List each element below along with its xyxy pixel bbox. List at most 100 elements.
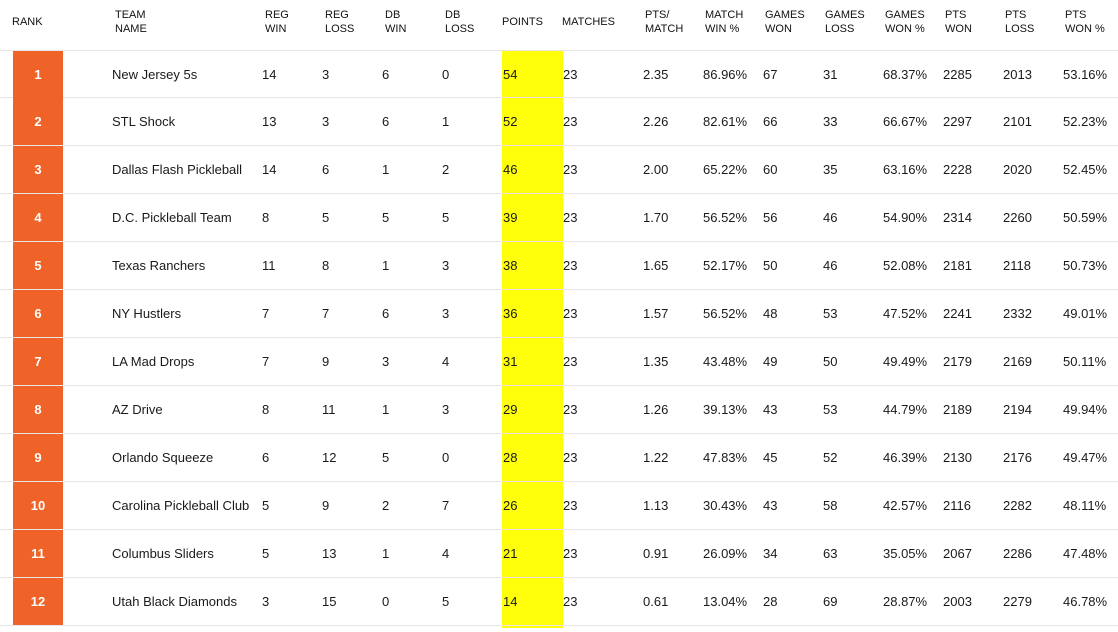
matches-cell: 23 bbox=[563, 306, 578, 321]
pts-loss-cell: 2286 bbox=[1003, 546, 1032, 561]
pts-loss-cell: 2169 bbox=[1003, 354, 1032, 369]
pts-won-cell: 2067 bbox=[943, 546, 972, 561]
header-games-loss: GAMES LOSS bbox=[825, 9, 865, 35]
pts-won-cell: 2285 bbox=[943, 67, 972, 82]
pts-won-pct-cell: 47.48% bbox=[1063, 546, 1108, 561]
points-cell: 31 bbox=[503, 354, 518, 369]
db-loss-cell: 1 bbox=[442, 114, 450, 129]
games-won-pct-cell: 68.37% bbox=[883, 67, 928, 82]
pts-per-match-cell: 2.00 bbox=[643, 162, 669, 177]
pts-per-match-cell: 0.61 bbox=[643, 594, 669, 609]
reg-win-cell: 7 bbox=[262, 306, 270, 321]
rank-badge: 7 bbox=[13, 338, 63, 385]
rank-badge: 12 bbox=[13, 578, 63, 625]
pts-won-pct-cell: 50.73% bbox=[1063, 258, 1108, 273]
header-matches: MATCHES bbox=[562, 16, 615, 28]
db-loss-cell: 3 bbox=[442, 258, 450, 273]
pts-won-pct-cell: 53.16% bbox=[1063, 67, 1108, 82]
team-name-cell: AZ Drive bbox=[112, 402, 163, 417]
games-loss-cell: 69 bbox=[823, 594, 838, 609]
matches-cell: 23 bbox=[563, 402, 578, 417]
games-won-pct-cell: 44.79% bbox=[883, 402, 928, 417]
rank-badge: 6 bbox=[13, 290, 63, 337]
pts-loss-cell: 2332 bbox=[1003, 306, 1032, 321]
db-win-cell: 6 bbox=[382, 306, 390, 321]
reg-loss-cell: 9 bbox=[322, 354, 330, 369]
games-won-pct-cell: 47.52% bbox=[883, 306, 928, 321]
games-loss-cell: 63 bbox=[823, 546, 838, 561]
header-pts-per-match: PTS/MATCH bbox=[645, 9, 684, 35]
games-loss-cell: 31 bbox=[823, 67, 838, 82]
games-won-cell: 28 bbox=[763, 594, 778, 609]
db-loss-cell: 5 bbox=[442, 210, 450, 225]
pts-won-cell: 2179 bbox=[943, 354, 972, 369]
pts-won-cell: 2314 bbox=[943, 210, 972, 225]
pts-loss-cell: 2118 bbox=[1003, 258, 1031, 273]
header-points: POINTS bbox=[502, 16, 543, 28]
pts-won-cell: 2241 bbox=[943, 306, 972, 321]
games-won-pct-cell: 49.49% bbox=[883, 354, 928, 369]
pts-per-match-cell: 2.26 bbox=[643, 114, 669, 129]
matches-cell: 23 bbox=[563, 114, 578, 129]
reg-win-cell: 3 bbox=[262, 594, 270, 609]
db-win-cell: 1 bbox=[382, 402, 390, 417]
rank-badge: 11 bbox=[13, 530, 63, 577]
match-win-pct-cell: 65.22% bbox=[703, 162, 748, 177]
match-win-pct-cell: 56.52% bbox=[703, 210, 748, 225]
reg-win-cell: 5 bbox=[262, 498, 270, 513]
team-name-cell: D.C. Pickleball Team bbox=[112, 210, 232, 225]
matches-cell: 23 bbox=[563, 162, 578, 177]
pts-won-cell: 2189 bbox=[943, 402, 972, 417]
reg-win-cell: 14 bbox=[262, 162, 277, 177]
reg-loss-cell: 9 bbox=[322, 498, 330, 513]
team-name-cell: Texas Ranchers bbox=[112, 258, 206, 273]
table-row: 11 Columbus Sliders 5 13 1 4 21 23 0.91 26.09% 34 6… bbox=[0, 530, 1118, 578]
games-won-pct-cell: 28.87% bbox=[883, 594, 928, 609]
reg-win-cell: 6 bbox=[262, 450, 270, 465]
games-loss-cell: 50 bbox=[823, 354, 838, 369]
match-win-pct-cell: 30.43% bbox=[703, 498, 748, 513]
pts-loss-cell: 2260 bbox=[1003, 210, 1032, 225]
games-won-cell: 66 bbox=[763, 114, 778, 129]
reg-win-cell: 8 bbox=[262, 210, 270, 225]
games-loss-cell: 46 bbox=[823, 258, 838, 273]
points-cell: 38 bbox=[503, 258, 518, 273]
pts-loss-cell: 2176 bbox=[1003, 450, 1032, 465]
pts-per-match-cell: 1.65 bbox=[643, 258, 669, 273]
header-rank: RANK bbox=[12, 16, 43, 28]
matches-cell: 23 bbox=[563, 354, 578, 369]
reg-win-cell: 14 bbox=[262, 67, 277, 82]
reg-win-cell: 7 bbox=[262, 354, 270, 369]
header-match-win-pct: MATCH WIN % bbox=[705, 9, 744, 35]
header-games-won: GAMES WON bbox=[765, 9, 805, 35]
pts-loss-cell: 2101 bbox=[1003, 114, 1032, 129]
points-cell: 52 bbox=[503, 114, 518, 129]
points-cell: 54 bbox=[503, 67, 518, 82]
header-reg-loss: REG LOSS bbox=[325, 9, 355, 35]
table-row: 3 Dallas Flash Pickleball 14 6 1 2 46 23 2.00 65.… bbox=[0, 146, 1118, 194]
header-pts-won: PTS WON bbox=[945, 9, 972, 35]
reg-win-cell: 11 bbox=[262, 258, 276, 273]
pts-won-pct-cell: 50.59% bbox=[1063, 210, 1108, 225]
rank-badge: 5 bbox=[13, 242, 63, 289]
team-name-cell: Columbus Sliders bbox=[112, 546, 214, 561]
pts-won-pct-cell: 50.11% bbox=[1063, 354, 1107, 369]
header-pts-won-pct: PTS WON % bbox=[1065, 9, 1105, 35]
games-won-cell: 56 bbox=[763, 210, 778, 225]
header-pts-loss: PTS LOSS bbox=[1005, 9, 1035, 35]
rank-badge: 9 bbox=[13, 434, 63, 481]
table-row: 7 LA Mad Drops 7 9 3 4 31 23 1.35 43.48% 49 50 49.49… bbox=[0, 338, 1118, 386]
games-won-cell: 34 bbox=[763, 546, 778, 561]
pts-per-match-cell: 1.70 bbox=[643, 210, 669, 225]
db-loss-cell: 7 bbox=[442, 498, 450, 513]
games-won-cell: 43 bbox=[763, 402, 778, 417]
db-win-cell: 6 bbox=[382, 114, 390, 129]
games-loss-cell: 35 bbox=[823, 162, 838, 177]
points-cell: 29 bbox=[503, 402, 518, 417]
games-won-cell: 43 bbox=[763, 498, 778, 513]
games-loss-cell: 33 bbox=[823, 114, 838, 129]
points-cell: 46 bbox=[503, 162, 518, 177]
reg-loss-cell: 8 bbox=[322, 258, 330, 273]
table-row: 5 Texas Ranchers 11 8 1 3 38 23 1.65 52.17% 50 46 52… bbox=[0, 242, 1118, 290]
table-row: 9 Orlando Squeeze 6 12 5 0 28 23 1.22 47.83% 45 52 4… bbox=[0, 434, 1118, 482]
